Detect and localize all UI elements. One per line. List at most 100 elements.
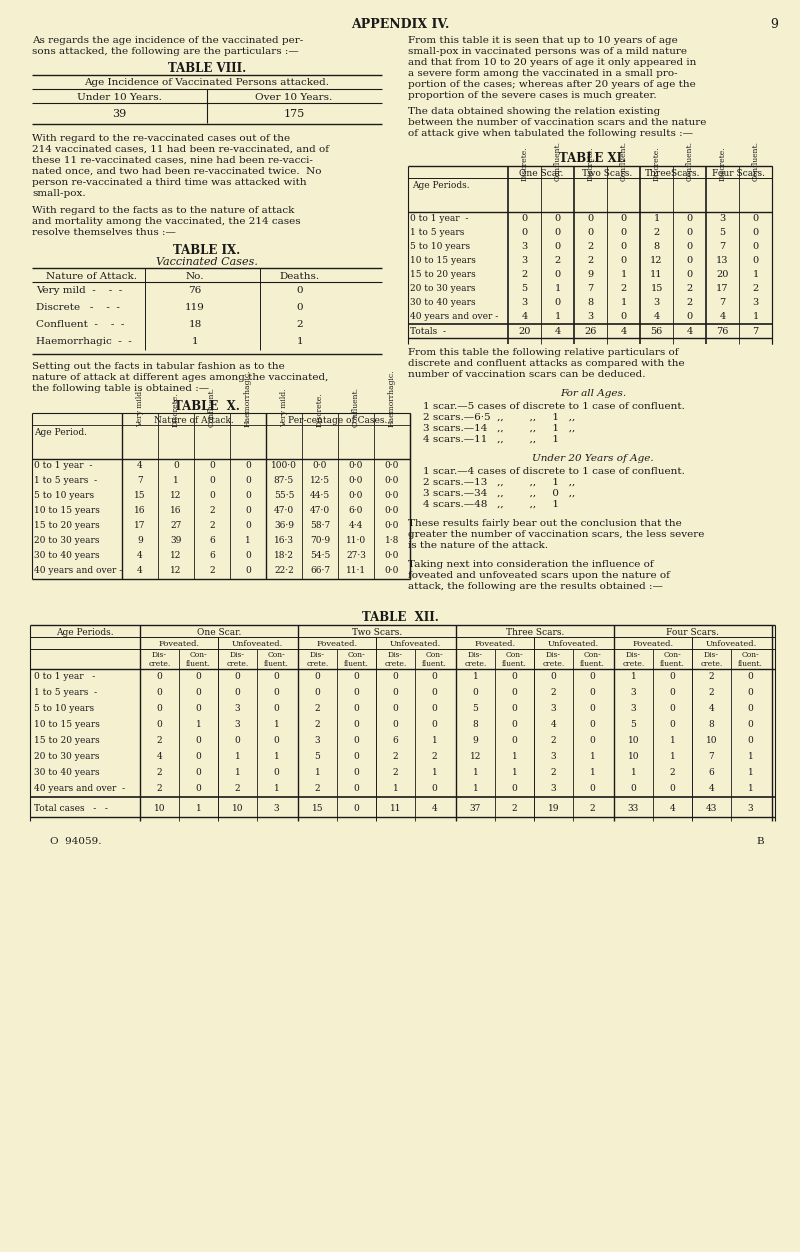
Text: 4: 4 — [157, 752, 162, 761]
Text: 0: 0 — [686, 312, 693, 321]
Text: 10: 10 — [232, 804, 243, 813]
Text: 1: 1 — [620, 298, 626, 307]
Text: 2: 2 — [314, 784, 320, 793]
Text: 0: 0 — [245, 551, 251, 560]
Text: Nature of Attack.: Nature of Attack. — [46, 272, 138, 280]
Text: Four Scars.: Four Scars. — [666, 629, 719, 637]
Text: 3: 3 — [630, 689, 636, 697]
Text: 15 to 20 years: 15 to 20 years — [34, 736, 100, 745]
Text: 0: 0 — [512, 720, 518, 729]
Text: 0: 0 — [157, 704, 162, 712]
Text: 1: 1 — [630, 672, 636, 681]
Text: 6: 6 — [393, 736, 398, 745]
Text: 7: 7 — [709, 752, 714, 761]
Text: 10: 10 — [628, 736, 639, 745]
Text: 1: 1 — [590, 752, 595, 761]
Text: Under 10 Years.: Under 10 Years. — [77, 93, 162, 101]
Text: 0·0: 0·0 — [385, 461, 399, 470]
Text: 58·7: 58·7 — [310, 521, 330, 530]
Text: 8: 8 — [654, 242, 659, 250]
Text: 0: 0 — [196, 704, 202, 712]
Text: 9: 9 — [137, 536, 143, 545]
Text: 100·0: 100·0 — [271, 461, 297, 470]
Text: 11: 11 — [650, 270, 662, 279]
Text: For all Ages.: For all Ages. — [560, 389, 626, 398]
Text: 27: 27 — [170, 521, 182, 530]
Text: 0: 0 — [512, 784, 518, 793]
Text: 16: 16 — [170, 506, 182, 515]
Text: 0: 0 — [621, 242, 626, 250]
Text: 1 to 5 years  -: 1 to 5 years - — [34, 689, 97, 697]
Text: 0: 0 — [432, 704, 438, 712]
Text: 2: 2 — [550, 767, 556, 777]
Text: 1: 1 — [748, 752, 754, 761]
Text: 5: 5 — [314, 752, 321, 761]
Text: O  94059.: O 94059. — [50, 838, 102, 846]
Text: nature of attack at different ages among the vaccinated,: nature of attack at different ages among… — [32, 373, 328, 382]
Text: 0: 0 — [393, 704, 398, 712]
Text: Totals  -: Totals - — [410, 327, 446, 336]
Text: 7: 7 — [719, 242, 726, 250]
Text: 2: 2 — [297, 321, 303, 329]
Text: 2: 2 — [654, 228, 660, 237]
Text: 0: 0 — [670, 784, 675, 793]
Text: 11·0: 11·0 — [346, 536, 366, 545]
Text: 0·0: 0·0 — [349, 491, 363, 500]
Text: 7: 7 — [719, 298, 726, 307]
Text: 0: 0 — [748, 689, 754, 697]
Text: 3: 3 — [234, 720, 240, 729]
Text: 4: 4 — [686, 327, 693, 336]
Text: 18·2: 18·2 — [274, 551, 294, 560]
Text: 20 to 30 years: 20 to 30 years — [34, 536, 99, 545]
Text: TABLE  XII.: TABLE XII. — [362, 611, 438, 623]
Text: 0: 0 — [245, 521, 251, 530]
Text: 5 to 10 years: 5 to 10 years — [34, 491, 94, 500]
Text: Unfoveated.: Unfoveated. — [547, 640, 598, 649]
Text: Con-
fluent.: Con- fluent. — [502, 651, 527, 669]
Text: Three Scars.: Three Scars. — [506, 629, 564, 637]
Text: 0: 0 — [354, 672, 359, 681]
Text: Dis-
crete.: Dis- crete. — [622, 651, 645, 669]
Text: 20 to 30 years: 20 to 30 years — [410, 284, 475, 293]
Text: 0: 0 — [173, 461, 179, 470]
Text: 37: 37 — [470, 804, 481, 813]
Text: sons attacked, the following are the particulars :—: sons attacked, the following are the par… — [32, 48, 298, 56]
Text: Nature of Attack.: Nature of Attack. — [154, 416, 234, 424]
Text: 0: 0 — [512, 704, 518, 712]
Text: 3: 3 — [719, 214, 726, 223]
Text: 0: 0 — [209, 491, 215, 500]
Text: 30 to 40 years: 30 to 40 years — [34, 551, 100, 560]
Text: 44·5: 44·5 — [310, 491, 330, 500]
Text: 2: 2 — [590, 804, 595, 813]
Text: proportion of the severe cases is much greater.: proportion of the severe cases is much g… — [408, 91, 657, 100]
Text: 76: 76 — [188, 285, 202, 295]
Text: 1: 1 — [670, 736, 675, 745]
Text: 9: 9 — [473, 736, 478, 745]
Text: Age Period.: Age Period. — [34, 428, 87, 437]
Text: 0: 0 — [670, 672, 675, 681]
Text: 1: 1 — [245, 536, 251, 545]
Text: Discrete.: Discrete. — [718, 146, 726, 182]
Text: 1: 1 — [512, 767, 518, 777]
Text: 2: 2 — [686, 284, 693, 293]
Text: 0: 0 — [245, 461, 251, 470]
Text: 3: 3 — [550, 784, 556, 793]
Text: Very mild.: Very mild. — [280, 388, 288, 427]
Text: 8: 8 — [473, 720, 478, 729]
Text: 2: 2 — [550, 736, 556, 745]
Text: 2: 2 — [686, 298, 693, 307]
Text: 0 to 1 year   -: 0 to 1 year - — [34, 672, 95, 681]
Text: 6·0: 6·0 — [349, 506, 363, 515]
Text: 12: 12 — [170, 566, 182, 575]
Text: Unfoveated.: Unfoveated. — [231, 640, 282, 649]
Text: 0: 0 — [274, 736, 279, 745]
Text: 76: 76 — [716, 327, 729, 336]
Text: 1 scar.—4 cases of discrete to 1 case of confluent.: 1 scar.—4 cases of discrete to 1 case of… — [423, 467, 685, 476]
Text: Total cases   -   -: Total cases - - — [34, 804, 108, 813]
Text: 15: 15 — [312, 804, 323, 813]
Text: 0: 0 — [753, 255, 758, 265]
Text: 11: 11 — [390, 804, 402, 813]
Text: 1: 1 — [393, 784, 398, 793]
Text: 1: 1 — [630, 767, 636, 777]
Text: 0: 0 — [196, 689, 202, 697]
